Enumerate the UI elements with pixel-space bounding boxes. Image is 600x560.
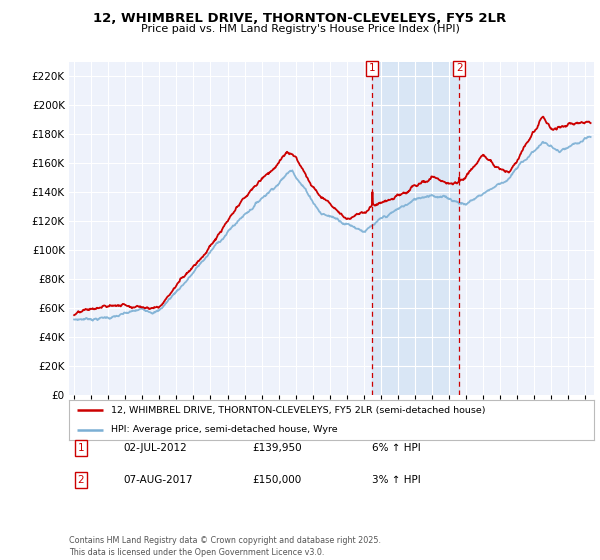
Text: 12, WHIMBREL DRIVE, THORNTON-CLEVELEYS, FY5 2LR (semi-detached house): 12, WHIMBREL DRIVE, THORNTON-CLEVELEYS, … — [111, 405, 485, 415]
Text: Price paid vs. HM Land Registry's House Price Index (HPI): Price paid vs. HM Land Registry's House … — [140, 24, 460, 34]
Text: 1: 1 — [369, 63, 376, 73]
Text: 02-JUL-2012: 02-JUL-2012 — [123, 443, 187, 453]
Text: 3% ↑ HPI: 3% ↑ HPI — [372, 475, 421, 485]
Text: 2: 2 — [77, 475, 85, 485]
Text: Contains HM Land Registry data © Crown copyright and database right 2025.
This d: Contains HM Land Registry data © Crown c… — [69, 536, 381, 557]
Text: 12, WHIMBREL DRIVE, THORNTON-CLEVELEYS, FY5 2LR: 12, WHIMBREL DRIVE, THORNTON-CLEVELEYS, … — [94, 12, 506, 25]
Text: 6% ↑ HPI: 6% ↑ HPI — [372, 443, 421, 453]
Text: 07-AUG-2017: 07-AUG-2017 — [123, 475, 193, 485]
Text: 1: 1 — [77, 443, 85, 453]
Text: £139,950: £139,950 — [252, 443, 302, 453]
Bar — [373, 62, 460, 395]
Text: HPI: Average price, semi-detached house, Wyre: HPI: Average price, semi-detached house,… — [111, 425, 338, 435]
Text: £150,000: £150,000 — [252, 475, 301, 485]
Text: 2: 2 — [456, 63, 463, 73]
